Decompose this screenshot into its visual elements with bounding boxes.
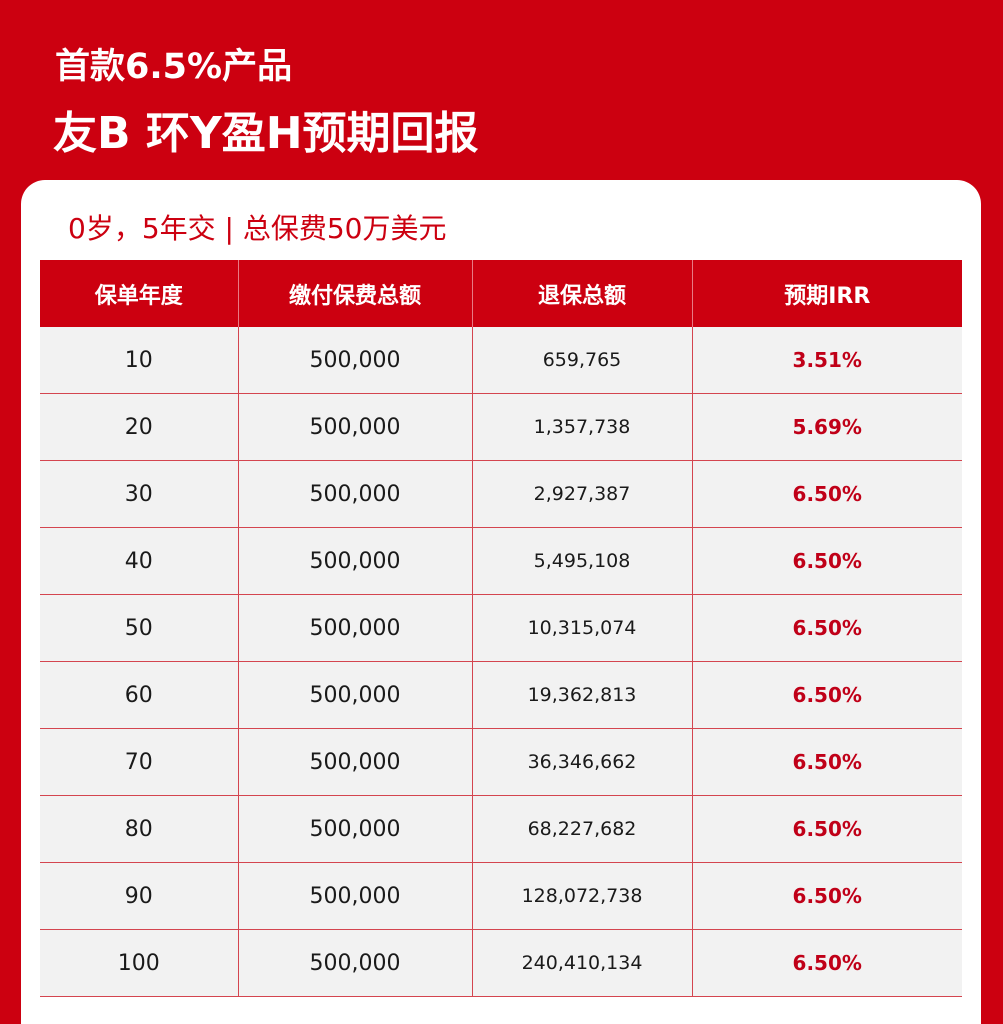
returns-card: 0岁，5年交 | 总保费50万美元 保单年度 缴付保费总额 退保总额 预期IRR… xyxy=(21,180,981,1024)
cell-total-premium-paid: 500,000 xyxy=(237,728,472,796)
cell-total-premium-paid: 500,000 xyxy=(237,460,472,528)
table-row: 60 500,000 19,362,813 6.50% xyxy=(40,661,962,729)
cell-surrender-value: 659,765 xyxy=(471,327,692,394)
table-row: 80 500,000 68,227,682 6.50% xyxy=(40,795,962,863)
cell-surrender-value: 240,410,134 xyxy=(471,929,692,997)
table-row: 30 500,000 2,927,387 6.50% xyxy=(40,460,962,528)
cell-expected-irr: 6.50% xyxy=(691,594,962,662)
table-row: 100 500,000 240,410,134 6.50% xyxy=(40,929,962,997)
cell-policy-year: 20 xyxy=(40,393,238,461)
column-header-surrender-value: 退保总额 xyxy=(471,260,692,327)
plan-subtitle: 0岁，5年交 | 总保费50万美元 xyxy=(68,212,447,245)
cell-expected-irr: 6.50% xyxy=(691,460,962,528)
cell-expected-irr: 6.50% xyxy=(691,661,962,729)
cell-surrender-value: 10,315,074 xyxy=(471,594,692,662)
product-tagline: 首款6.5%产品 xyxy=(55,47,293,87)
column-header-policy-year: 保单年度 xyxy=(40,260,238,327)
returns-table: 保单年度 缴付保费总额 退保总额 预期IRR 10 500,000 659,76… xyxy=(40,260,962,997)
cell-expected-irr: 5.69% xyxy=(691,393,962,461)
cell-total-premium-paid: 500,000 xyxy=(237,929,472,997)
cell-total-premium-paid: 500,000 xyxy=(237,327,472,394)
column-header-total-premium-paid: 缴付保费总额 xyxy=(237,260,472,327)
cell-total-premium-paid: 500,000 xyxy=(237,393,472,461)
cell-expected-irr: 6.50% xyxy=(691,728,962,796)
cell-total-premium-paid: 500,000 xyxy=(237,594,472,662)
cell-expected-irr: 6.50% xyxy=(691,862,962,930)
cell-policy-year: 100 xyxy=(40,929,238,997)
table-row: 40 500,000 5,495,108 6.50% xyxy=(40,527,962,595)
cell-policy-year: 90 xyxy=(40,862,238,930)
table-row: 50 500,000 10,315,074 6.50% xyxy=(40,594,962,662)
table-row: 90 500,000 128,072,738 6.50% xyxy=(40,862,962,930)
cell-total-premium-paid: 500,000 xyxy=(237,527,472,595)
cell-total-premium-paid: 500,000 xyxy=(237,661,472,729)
cell-expected-irr: 3.51% xyxy=(691,327,962,394)
cell-policy-year: 50 xyxy=(40,594,238,662)
table-row: 10 500,000 659,765 3.51% xyxy=(40,327,962,394)
cell-policy-year: 70 xyxy=(40,728,238,796)
cell-expected-irr: 6.50% xyxy=(691,929,962,997)
cell-policy-year: 40 xyxy=(40,527,238,595)
cell-expected-irr: 6.50% xyxy=(691,795,962,863)
cell-policy-year: 10 xyxy=(40,327,238,394)
cell-total-premium-paid: 500,000 xyxy=(237,862,472,930)
cell-policy-year: 80 xyxy=(40,795,238,863)
column-header-expected-irr: 预期IRR xyxy=(691,260,962,327)
table-header-row: 保单年度 缴付保费总额 退保总额 预期IRR xyxy=(40,260,962,327)
cell-policy-year: 30 xyxy=(40,460,238,528)
cell-surrender-value: 68,227,682 xyxy=(471,795,692,863)
cell-surrender-value: 128,072,738 xyxy=(471,862,692,930)
cell-policy-year: 60 xyxy=(40,661,238,729)
cell-surrender-value: 19,362,813 xyxy=(471,661,692,729)
table-body: 10 500,000 659,765 3.51% 20 500,000 1,35… xyxy=(40,327,962,997)
table-row: 20 500,000 1,357,738 5.69% xyxy=(40,393,962,461)
cell-surrender-value: 2,927,387 xyxy=(471,460,692,528)
cell-surrender-value: 36,346,662 xyxy=(471,728,692,796)
table-row: 70 500,000 36,346,662 6.50% xyxy=(40,728,962,796)
page-title: 友B 环Y盈H预期回报 xyxy=(53,108,479,159)
cell-surrender-value: 5,495,108 xyxy=(471,527,692,595)
cell-surrender-value: 1,357,738 xyxy=(471,393,692,461)
cell-total-premium-paid: 500,000 xyxy=(237,795,472,863)
cell-expected-irr: 6.50% xyxy=(691,527,962,595)
